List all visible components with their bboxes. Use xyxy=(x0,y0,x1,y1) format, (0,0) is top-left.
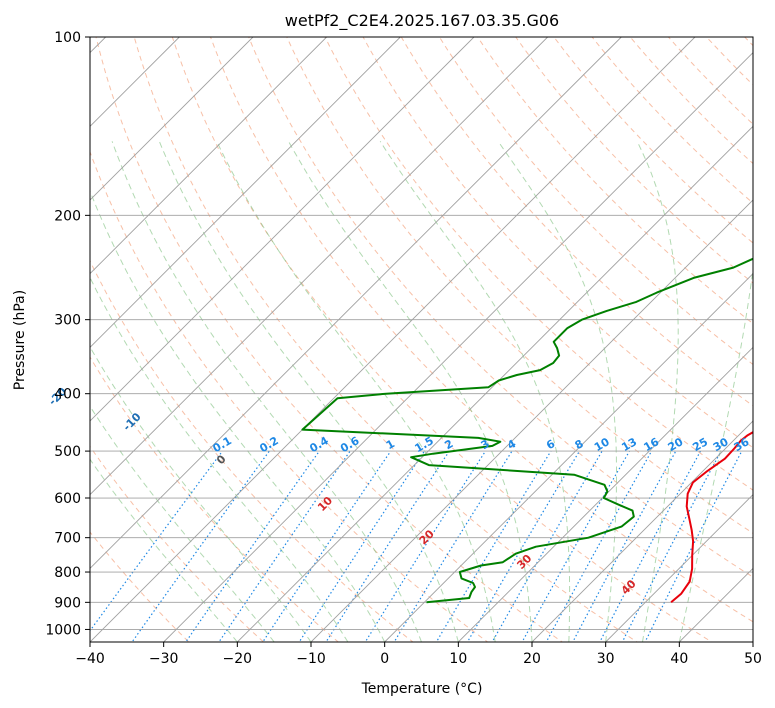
x-tick-label: 30 xyxy=(597,651,615,667)
isotherm-line xyxy=(531,420,753,642)
x-tick-label: −30 xyxy=(149,651,179,667)
dry-adiabat xyxy=(95,37,564,642)
x-tick-label: −20 xyxy=(223,651,253,667)
dry-adiabat xyxy=(477,37,753,325)
dewpoint-line xyxy=(301,257,753,604)
isotherm-line xyxy=(90,37,475,422)
dry-adiabat xyxy=(133,37,638,642)
x-tick-label: 10 xyxy=(449,651,467,667)
temperature-line xyxy=(670,431,753,604)
y-axis-ticks: 100 200 300 400 500 600 700 800 900 1000 xyxy=(45,30,90,638)
y-tick-label: 200 xyxy=(54,208,81,224)
profile-lines xyxy=(301,257,753,604)
isotherm-line xyxy=(163,52,753,642)
y-tick-label: 600 xyxy=(54,491,81,507)
isotherm-line xyxy=(90,37,548,496)
dry-adiabat xyxy=(90,445,265,642)
x-tick-label: 40 xyxy=(670,651,688,667)
dry-adiabat xyxy=(209,37,753,623)
grid-lines xyxy=(90,37,753,642)
plot-frame xyxy=(89,36,754,643)
x-tick-label: 20 xyxy=(523,651,541,667)
dry-adiabat xyxy=(248,37,753,578)
x-tick-label: 50 xyxy=(744,651,762,667)
chart-title: wetPf2_C2E4.2025.167.03.35.G06 xyxy=(285,11,559,31)
y-tick-label: 300 xyxy=(54,313,81,329)
isotherm-line xyxy=(605,494,753,642)
x-axis-label: Temperature (°C) xyxy=(361,681,483,697)
y-tick-label: 500 xyxy=(54,444,81,460)
isotherm-line xyxy=(90,37,622,569)
x-tick-label: 0 xyxy=(380,651,389,667)
dry-adiabat xyxy=(400,37,753,407)
isotherm-line xyxy=(458,346,753,642)
x-tick-label: −10 xyxy=(296,651,326,667)
dry-adiabat xyxy=(90,259,414,642)
y-axis-label: Pressure (hPa) xyxy=(12,290,28,390)
isotherm-line xyxy=(90,37,327,275)
y-tick-label: 400 xyxy=(54,387,81,403)
isotherm-line xyxy=(310,199,753,642)
isotherm-line xyxy=(237,125,753,642)
y-tick-label: 700 xyxy=(54,531,81,547)
dry-adiabat xyxy=(171,37,713,642)
y-tick-label: 900 xyxy=(54,595,81,611)
isotherm-line xyxy=(90,37,254,201)
y-tick-label: 800 xyxy=(54,565,81,581)
y-tick-label: 1000 xyxy=(45,622,81,638)
y-tick-label: 100 xyxy=(54,30,81,46)
x-tick-label: −40 xyxy=(75,651,105,667)
isotherm-line xyxy=(90,37,696,642)
dry-adiabat xyxy=(90,150,489,642)
isotherm-line xyxy=(384,273,753,642)
isotherm-line xyxy=(90,37,401,348)
x-axis-ticks: −40 −30 −20 −10 0 10 20 30 40 50 xyxy=(75,642,762,667)
